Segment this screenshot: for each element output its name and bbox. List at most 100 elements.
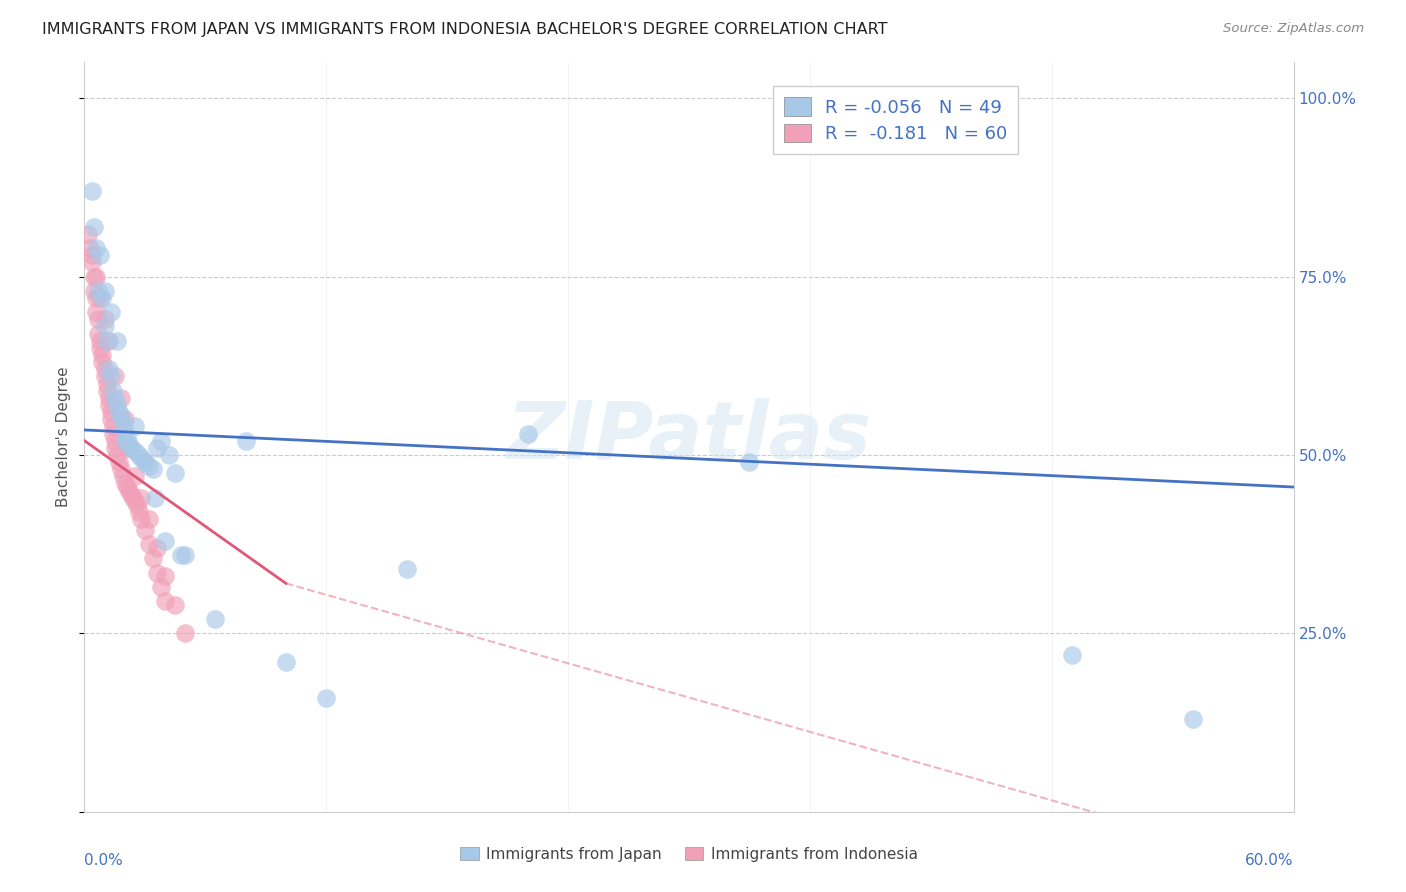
Point — [93, 369, 115, 384]
Point — [118, 441, 141, 455]
Point — [110, 391, 132, 405]
Point — [146, 541, 169, 555]
Point — [114, 423, 136, 437]
Point — [143, 491, 166, 505]
Point — [174, 626, 197, 640]
Point — [114, 434, 136, 448]
Point — [118, 437, 141, 451]
Point — [235, 434, 257, 448]
Point — [125, 498, 148, 512]
Text: 0.0%: 0.0% — [84, 853, 124, 868]
Point — [142, 551, 165, 566]
Point — [134, 455, 156, 469]
Point — [124, 469, 146, 483]
Point — [87, 326, 110, 341]
Point — [86, 291, 108, 305]
Point — [121, 491, 143, 505]
Point — [129, 451, 152, 466]
Point — [91, 291, 114, 305]
Point — [86, 241, 108, 255]
Point — [128, 505, 150, 519]
Point — [120, 487, 142, 501]
Point — [100, 305, 122, 319]
Text: IMMIGRANTS FROM JAPAN VS IMMIGRANTS FROM INDONESIA BACHELOR'S DEGREE CORRELATION: IMMIGRANTS FROM JAPAN VS IMMIGRANTS FROM… — [42, 22, 887, 37]
Point — [83, 269, 105, 284]
Point — [89, 291, 111, 305]
Point — [82, 248, 104, 262]
Point — [153, 533, 176, 548]
Point — [153, 569, 176, 583]
Point — [129, 491, 152, 505]
Point — [101, 419, 124, 434]
Point — [114, 412, 136, 426]
Point — [100, 412, 122, 426]
Point — [146, 441, 169, 455]
Point — [104, 391, 127, 405]
Point — [110, 409, 132, 423]
Point — [97, 362, 120, 376]
Point — [111, 469, 134, 483]
Point — [395, 562, 418, 576]
Point — [89, 334, 111, 348]
Point — [96, 384, 118, 398]
Point — [149, 434, 172, 448]
Point — [115, 480, 138, 494]
Point — [315, 690, 337, 705]
Point — [274, 655, 297, 669]
Point — [124, 444, 146, 458]
Point — [83, 219, 105, 234]
Point — [120, 441, 142, 455]
Point — [134, 523, 156, 537]
Point — [91, 355, 114, 369]
Point — [142, 462, 165, 476]
Point — [101, 384, 124, 398]
Point — [105, 398, 128, 412]
Point — [83, 284, 105, 298]
Point — [170, 548, 193, 562]
Point — [97, 391, 120, 405]
Legend: Immigrants from Japan, Immigrants from Indonesia: Immigrants from Japan, Immigrants from I… — [454, 840, 924, 868]
Point — [87, 284, 110, 298]
Point — [138, 512, 160, 526]
Point — [204, 612, 226, 626]
Point — [97, 334, 120, 348]
Point — [100, 369, 122, 384]
Point — [174, 548, 197, 562]
Point — [100, 405, 122, 419]
Point — [86, 269, 108, 284]
Point — [149, 580, 172, 594]
Point — [96, 334, 118, 348]
Point — [87, 312, 110, 326]
Point — [104, 369, 127, 384]
Point — [157, 448, 180, 462]
Point — [101, 426, 124, 441]
Point — [165, 598, 187, 612]
Point — [128, 448, 150, 462]
Point — [124, 494, 146, 508]
Point — [93, 362, 115, 376]
Point — [516, 426, 538, 441]
Point — [129, 512, 152, 526]
Point — [138, 537, 160, 551]
Text: 60.0%: 60.0% — [1246, 853, 1294, 868]
Point — [93, 319, 115, 334]
Point — [89, 248, 111, 262]
Point — [153, 594, 176, 608]
Point — [138, 458, 160, 473]
Point — [93, 312, 115, 326]
Point — [115, 430, 138, 444]
Point — [165, 466, 187, 480]
Point — [77, 227, 100, 241]
Point — [110, 462, 132, 476]
Point — [146, 566, 169, 580]
Point — [97, 398, 120, 412]
Point — [107, 405, 129, 419]
Point — [82, 255, 104, 269]
Point — [105, 334, 128, 348]
Point — [107, 455, 129, 469]
Y-axis label: Bachelor's Degree: Bachelor's Degree — [56, 367, 72, 508]
Point — [91, 348, 114, 362]
Point — [89, 341, 111, 355]
Point — [738, 455, 761, 469]
Point — [1181, 712, 1204, 726]
